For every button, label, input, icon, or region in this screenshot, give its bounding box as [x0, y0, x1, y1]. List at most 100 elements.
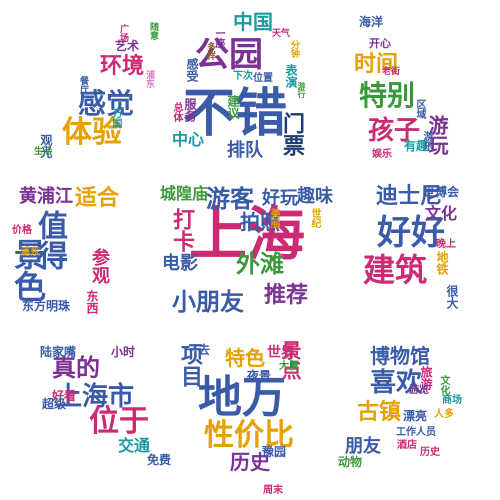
cloud-word: 性价比: [204, 418, 294, 453]
cloud-word: 不错: [183, 84, 288, 144]
cloud-word: 文化: [438, 375, 449, 395]
cloud-word: 上海市: [56, 382, 135, 412]
cloud-word: 黄浦江: [19, 186, 73, 207]
cloud-word: 外滩: [236, 250, 284, 278]
cloud-word: 一座: [213, 28, 224, 48]
cloud-word: 多样: [205, 42, 215, 60]
cloud-word: 万国: [110, 108, 121, 128]
cloud-word: 区域: [414, 99, 425, 119]
cloud-word: 分钟: [289, 40, 299, 58]
cloud-word: 餐厅: [78, 76, 88, 94]
cloud-word: 游览: [409, 385, 429, 396]
cloud-word: 世纪: [309, 208, 320, 228]
cloud-word: 参观: [89, 248, 110, 284]
cloud-word: 门票: [279, 112, 304, 156]
cloud-word: 历史: [230, 450, 270, 474]
cloud-word: 上海: [189, 200, 306, 268]
cloud-word: 人多: [434, 409, 454, 420]
cloud-word: 特色: [225, 346, 265, 370]
cloud-word: 景色: [9, 238, 47, 302]
cloud-word: 地万: [198, 372, 286, 423]
cloud-word: 商场: [442, 395, 462, 406]
cloud-word: 环境: [100, 54, 145, 79]
cloud-word: 东西: [85, 290, 99, 314]
cloud-word: 世界: [267, 345, 295, 361]
cloud-word: 中心: [172, 130, 205, 149]
cloud-word: 小时: [111, 345, 136, 359]
cloud-word: 真的: [52, 354, 100, 382]
cloud-word: 艺术: [115, 39, 140, 53]
cloud-word: 游玩: [425, 115, 449, 155]
cloud-word: 老街: [382, 67, 401, 77]
cloud-word: 景点: [278, 340, 302, 380]
cloud-word: 文化: [425, 204, 458, 223]
cloud-word: 豫园: [262, 445, 287, 459]
cloud-word: 超级: [42, 397, 67, 411]
cloud-word: 浦东: [144, 70, 154, 88]
cloud-word: 排队: [227, 140, 263, 161]
cloud-word: 公园: [195, 35, 263, 75]
cloud-word: 位置: [253, 73, 273, 84]
cloud-word: 旅游: [419, 366, 433, 390]
cloud-word: 天气: [272, 29, 291, 39]
cloud-word: 总体: [171, 102, 182, 122]
cloud-word: 游乐: [421, 131, 432, 151]
cloud-word: 广场: [118, 24, 128, 42]
cloud-word: 东方明珠: [22, 299, 71, 313]
cloud-word: 娱乐: [372, 149, 392, 160]
cloud-word: 游客: [206, 185, 254, 213]
cloud-word: 拍照: [240, 210, 280, 234]
cloud-word: 工作人员: [396, 427, 436, 438]
cloud-word: 下次: [233, 71, 253, 82]
cloud-word: 体验: [62, 115, 122, 150]
cloud-word: 特别: [359, 79, 416, 112]
cloud-word: 适合: [75, 186, 120, 211]
cloud-word: 随意: [148, 22, 158, 40]
cloud-word: 中国: [233, 10, 273, 34]
cloud-word: 漂亮: [403, 409, 428, 423]
cloud-word: 开心: [369, 37, 391, 50]
cloud-word: 一去: [186, 343, 211, 357]
cloud-word: 建议: [226, 95, 240, 119]
cloud-word: 生活: [34, 147, 53, 157]
cloud-word: 美丽: [268, 208, 279, 228]
cloud-word: 打卡: [169, 208, 194, 252]
cloud-word: 好玩: [262, 188, 298, 209]
cloud-word: 浦东: [20, 247, 40, 258]
cloud-word: 朋友: [345, 436, 381, 457]
cloud-word: 值得: [32, 210, 67, 270]
cloud-word: 动物: [338, 455, 363, 469]
cloud-word: 交通: [118, 436, 151, 455]
cloud-word: 夜景: [247, 369, 272, 383]
cloud-word: 地铁: [435, 251, 449, 275]
cloud-word: 世博会: [423, 185, 460, 199]
cloud-word: 大厦: [279, 361, 299, 372]
cloud-word: 观光: [39, 134, 53, 158]
cloud-word: 项目: [177, 343, 202, 387]
cloud-word: 游行: [297, 82, 306, 98]
cloud-word: 酒店: [397, 440, 417, 451]
cloud-word: 孩子: [368, 116, 421, 146]
cloud-word: 建筑: [363, 251, 428, 289]
cloud-word: 时间: [354, 52, 399, 77]
cloud-word: 很大: [445, 285, 459, 309]
cloud-word: 价格: [12, 225, 32, 236]
cloud-word: 城隍庙: [160, 184, 209, 203]
cloud-word: 古镇: [357, 400, 402, 425]
cloud-word: 陆家嘴: [40, 345, 77, 359]
cloud-word: 服务: [183, 98, 197, 122]
cloud-word: 电影: [162, 253, 198, 274]
cloud-word: 小朋友: [172, 288, 244, 316]
cloud-word: 有趣: [404, 139, 429, 153]
cloud-word: 感觉: [78, 87, 135, 120]
cloud-word: 趣味: [297, 186, 333, 207]
cloud-word: 好好: [377, 213, 445, 253]
cloud-word: 海洋: [359, 15, 384, 29]
cloud-word: 表演: [284, 64, 298, 88]
cloud-word: 位于: [89, 404, 149, 439]
cloud-word: 博物馆: [370, 344, 430, 368]
cloud-word: 周末: [263, 485, 283, 496]
cloud-word: 推荐: [264, 283, 309, 308]
cloud-word: 免费: [147, 453, 172, 467]
